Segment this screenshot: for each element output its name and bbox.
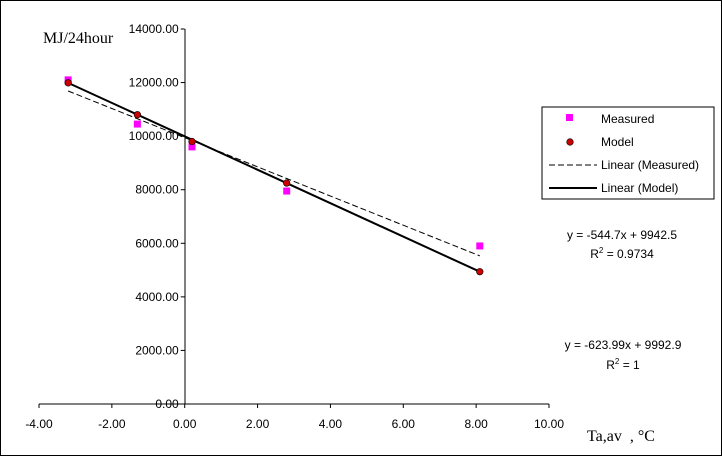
legend-linear-measured-label: Linear (Measured) <box>601 158 699 172</box>
y-tick-label: 12000.00 <box>129 76 179 90</box>
model-trend-r2: R2 = 1 <box>606 357 640 372</box>
model-r2-value: = 1 <box>619 358 640 372</box>
x-tick-label: 0.00 <box>173 417 197 431</box>
measured-point <box>188 143 196 151</box>
y-tick-label: 4000.00 <box>135 290 179 304</box>
measured-r2-value: = 0.9734 <box>603 247 654 261</box>
x-tick-label: 8.00 <box>464 417 488 431</box>
y-tick-label: 10000.00 <box>129 129 179 143</box>
legend-measured-marker <box>566 114 573 121</box>
model-trend-equation: y = -623.99x + 9992.9 <box>565 338 682 352</box>
measured-trend-r2: R2 = 0.9734 <box>590 246 654 261</box>
legend-model-marker <box>566 138 574 146</box>
x-tick-label: 4.00 <box>319 417 343 431</box>
measured-point <box>283 187 291 195</box>
model-point <box>476 268 484 276</box>
model-r2-superscript: 2 <box>615 357 620 366</box>
legend-linear-model-label: Linear (Model) <box>601 181 678 195</box>
x-tick-label: -4.00 <box>25 417 53 431</box>
trendline-group <box>67 81 481 273</box>
model-point <box>64 79 72 87</box>
measured-r2-superscript: 2 <box>599 246 604 255</box>
legend: Measured Model Linear (Measured) Linear … <box>541 106 715 200</box>
model-point <box>188 137 196 146</box>
x-tick-label: 10.00 <box>534 417 564 431</box>
model-point <box>133 111 141 119</box>
measured-trend-equation: y = -544.7x + 9942.5 <box>567 228 677 242</box>
y-tick-label: 8000.00 <box>135 183 179 197</box>
legend-box <box>541 106 715 200</box>
measured-r2-letter: R <box>590 247 599 261</box>
x-tick-group: -4.00 -2.00 0.00 2.00 4.00 6.00 8.00 10.00 <box>25 404 564 431</box>
legend-measured-label: Measured <box>601 112 654 126</box>
y-tick-label: 6000.00 <box>135 236 179 250</box>
measured-point <box>476 242 484 250</box>
x-tick-label: 6.00 <box>392 417 416 431</box>
y-tick-label: 0.00 <box>155 397 179 411</box>
y-tick-group: 0.00 2000.00 4000.00 6000.00 8000.00 10000.00… <box>129 22 185 411</box>
y-tick-label: 14000.00 <box>129 22 179 36</box>
measured-point <box>133 120 141 128</box>
model-r2-letter: R <box>606 358 615 372</box>
model-point <box>283 179 291 187</box>
legend-model-label: Model <box>601 135 634 149</box>
model-trendline <box>67 81 481 273</box>
x-axis-title: Ta,av , °C <box>587 428 655 445</box>
x-tick-label: -2.00 <box>98 417 126 431</box>
x-tick-label: 2.00 <box>246 417 270 431</box>
y-axis-title: MJ/24hour <box>43 30 114 47</box>
y-tick-label: 2000.00 <box>135 343 179 357</box>
data-point-group <box>64 76 484 276</box>
measured-trendline <box>67 90 480 257</box>
